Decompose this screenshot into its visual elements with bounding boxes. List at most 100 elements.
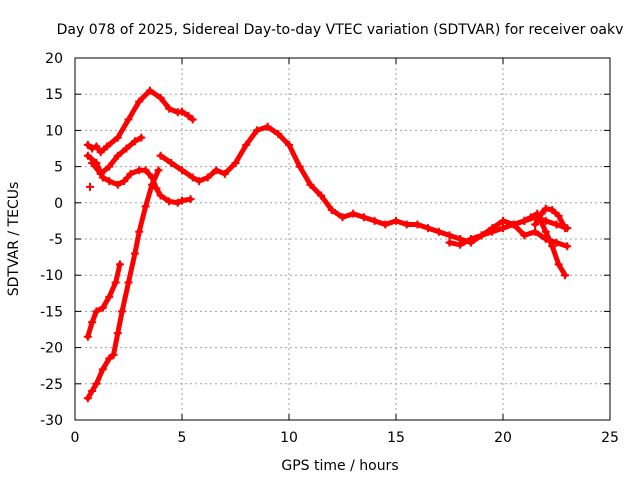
- data-point: [130, 249, 139, 258]
- data-point: [499, 224, 507, 233]
- x-tick-label: 15: [387, 430, 405, 446]
- data-point: [113, 329, 122, 338]
- data-point: [327, 206, 336, 215]
- data-point: [83, 151, 92, 160]
- y-tick-label: -25: [40, 377, 63, 393]
- data-point: [103, 142, 112, 151]
- data-point: [156, 151, 165, 160]
- data-point: [561, 224, 570, 233]
- data-point: [88, 318, 97, 327]
- x-tick-label: 10: [280, 430, 298, 446]
- data-point: [105, 354, 114, 363]
- data-point: [184, 111, 193, 120]
- data-point: [98, 303, 107, 312]
- data-point: [109, 350, 118, 359]
- data-point: [88, 158, 97, 167]
- grid-lines: [75, 58, 610, 420]
- data-point: [520, 231, 529, 240]
- data-point: [537, 209, 546, 218]
- series-track-mid-curve: [88, 133, 146, 178]
- data-point: [92, 307, 101, 316]
- data-point: [165, 104, 174, 113]
- data-point: [548, 242, 557, 251]
- data-point: [178, 166, 186, 175]
- data-point: [148, 180, 157, 189]
- data-point: [274, 130, 283, 139]
- data-point: [124, 115, 133, 124]
- data-point: [499, 216, 507, 225]
- data-point: [96, 169, 105, 178]
- data-point: [126, 169, 135, 178]
- data-point: [141, 166, 150, 175]
- series-track-hump-late: [531, 204, 570, 233]
- data-point: [434, 227, 443, 236]
- data-point: [113, 133, 122, 142]
- chart-title: Day 078 of 2025, Sidereal Day-to-day VTE…: [57, 22, 624, 38]
- data-point: [203, 173, 212, 182]
- data-point: [113, 180, 122, 189]
- data-point: [295, 162, 304, 171]
- data-point: [541, 227, 550, 236]
- x-tick-label: 5: [178, 430, 187, 446]
- data-point: [531, 220, 540, 229]
- data-point: [178, 196, 186, 205]
- series-line: [158, 124, 570, 246]
- data-point: [402, 220, 411, 229]
- data-point: [445, 231, 454, 240]
- data-point: [554, 211, 563, 220]
- data-point: [242, 140, 251, 149]
- data-point: [115, 260, 124, 269]
- data-point: [122, 144, 131, 153]
- data-point: [141, 202, 150, 211]
- data-point: [349, 209, 358, 218]
- data-point: [381, 220, 390, 229]
- series-track-steep-rise: [83, 166, 163, 403]
- data-point: [526, 213, 535, 222]
- data-point: [520, 216, 529, 225]
- data-point: [152, 184, 161, 193]
- data-point: [338, 213, 347, 222]
- y-tick-label: -10: [40, 268, 63, 284]
- data-point: [456, 240, 465, 249]
- series-track-main: [156, 122, 572, 247]
- data-point: [83, 332, 92, 341]
- data-point: [285, 140, 293, 149]
- data-point: [98, 365, 107, 374]
- series-track-lower-loop: [83, 151, 195, 207]
- data-point: [488, 227, 497, 236]
- data-point: [552, 238, 561, 247]
- y-axis-label: SDTVAR / TECUs: [6, 182, 22, 297]
- data-point: [105, 177, 114, 186]
- x-axis-label: GPS time / hours: [281, 458, 398, 474]
- data-point: [83, 394, 92, 403]
- series-track-short-rise: [83, 260, 124, 341]
- data-point: [188, 115, 197, 124]
- data-point: [195, 177, 204, 186]
- data-point: [135, 227, 144, 236]
- data-point: [83, 140, 92, 149]
- data-point: [392, 216, 400, 225]
- data-point: [85, 182, 94, 191]
- data-point: [531, 227, 540, 236]
- data-point: [124, 278, 133, 287]
- data-point: [88, 144, 97, 153]
- y-tick-label: 0: [54, 196, 63, 212]
- data-point: [317, 191, 326, 200]
- data-point: [563, 242, 572, 251]
- y-tick-label: -30: [40, 413, 63, 429]
- y-tick-label: 10: [45, 123, 63, 139]
- data-point: [130, 137, 139, 146]
- data-point: [88, 387, 97, 396]
- data-point: [263, 122, 272, 131]
- data-point: [92, 142, 101, 151]
- y-tick-label: -5: [49, 232, 63, 248]
- data-point: [188, 173, 197, 182]
- data-point: [477, 231, 486, 240]
- data-point: [173, 198, 182, 207]
- series-track-upper-arc: [83, 86, 197, 157]
- data-point: [548, 206, 557, 215]
- data-point: [554, 260, 563, 269]
- series-line: [85, 88, 196, 155]
- data-point: [92, 379, 101, 388]
